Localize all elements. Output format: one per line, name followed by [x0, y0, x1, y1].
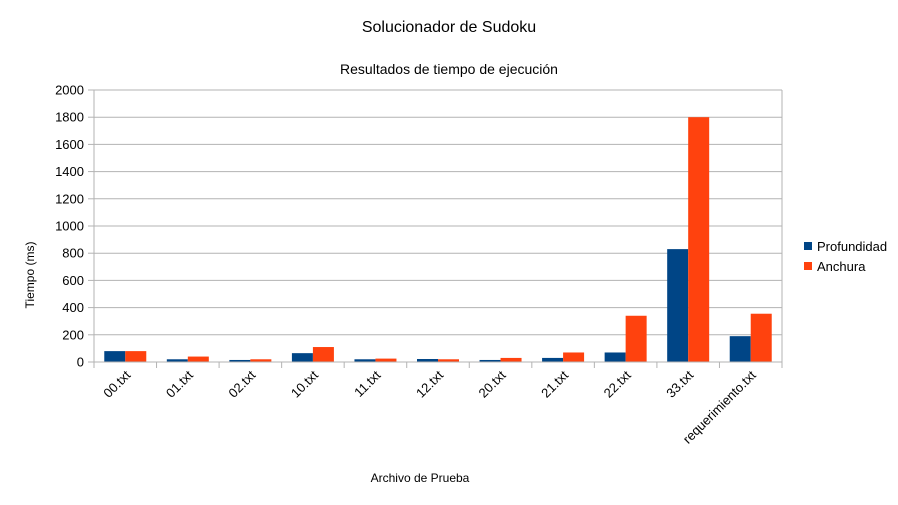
- bar-anchura-7: [563, 352, 585, 362]
- legend-item-series-1: Anchura: [804, 256, 887, 276]
- x-tick-label: 22.txt: [601, 367, 634, 400]
- legend-label-series-0: Profundidad: [817, 238, 888, 254]
- x-tick-label: 33.txt: [663, 367, 696, 400]
- chart-title: Solucionador de Sudoku: [361, 19, 537, 36]
- bar-profundidad-10: [729, 336, 751, 362]
- bar-profundidad-8: [604, 352, 626, 362]
- y-tick-label: 1200: [55, 191, 84, 206]
- x-tick-label: 00.txt: [100, 367, 133, 400]
- y-tick-label: 200: [62, 327, 84, 342]
- y-tick-label: 0: [77, 355, 84, 370]
- y-tick-label: 400: [62, 300, 84, 315]
- x-tick-label: 02.txt: [225, 367, 258, 400]
- y-tick-label: 1600: [55, 137, 84, 152]
- bar-profundidad-1: [166, 359, 188, 362]
- bar-anchura-5: [438, 359, 459, 362]
- bar-anchura-0: [125, 351, 147, 362]
- bar-anchura-9: [688, 117, 710, 362]
- chart-legend: Profundidad Anchura: [804, 236, 887, 276]
- bar-anchura-6: [500, 357, 522, 362]
- y-tick-label: 600: [62, 273, 84, 288]
- bar-profundidad-4: [354, 359, 376, 362]
- chart-subtitle: Resultados de tiempo de ejecución: [340, 61, 558, 77]
- bar-anchura-4: [375, 358, 397, 362]
- y-tick-label: 1400: [55, 164, 84, 179]
- legend-swatch-series-1: [804, 262, 812, 270]
- bar-profundidad-3: [291, 353, 313, 362]
- x-tick-label: 11.txt: [351, 367, 384, 400]
- bar-anchura-1: [187, 356, 209, 362]
- bar-profundidad-5: [417, 359, 438, 362]
- x-tick-label: 01.txt: [163, 367, 196, 400]
- legend-label-series-1: Anchura: [817, 258, 866, 274]
- bar-profundidad-9: [667, 249, 689, 362]
- x-tick-label: 20.txt: [476, 367, 509, 400]
- x-tick-label: 21.txt: [538, 367, 571, 400]
- bar-anchura-10: [750, 313, 772, 362]
- bar-profundidad-7: [542, 357, 564, 362]
- bar-profundidad-2: [229, 359, 251, 362]
- bar-profundidad-6: [479, 359, 501, 362]
- bar-anchura-3: [312, 347, 334, 362]
- legend-item-series-0: Profundidad: [804, 236, 887, 256]
- y-tick-label: 800: [62, 246, 84, 261]
- y-tick-label: 1800: [55, 110, 84, 125]
- y-tick-label: 1000: [55, 219, 84, 234]
- legend-swatch-series-0: [804, 242, 812, 250]
- bar-anchura-2: [250, 359, 272, 362]
- x-axis-title: Archivo de Prueba: [370, 471, 470, 485]
- x-tick-label: 10.txt: [288, 367, 321, 400]
- y-tick-label: 2000: [55, 83, 84, 98]
- bar-profundidad-0: [104, 351, 126, 362]
- x-tick-label: 12.txt: [413, 367, 446, 400]
- bar-anchura-8: [625, 315, 647, 362]
